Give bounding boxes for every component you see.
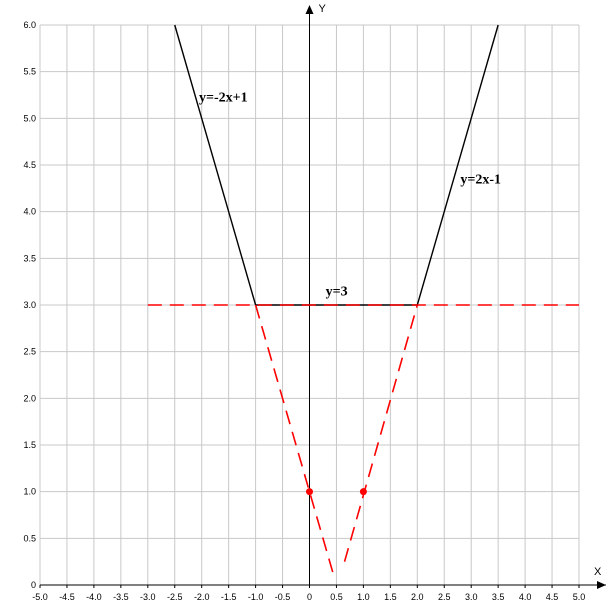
dashed-line: [343, 304, 419, 562]
y-axis-label: Y: [319, 3, 327, 15]
x-tick-label: -1.0: [248, 592, 264, 602]
equation-label: y=3: [326, 285, 348, 300]
y-tick-label: 5.0: [23, 113, 36, 123]
x-axis-arrow: [597, 581, 606, 589]
y-tick-label: 1.0: [23, 487, 36, 497]
x-tick-label: -5.0: [32, 592, 48, 602]
data-point: [359, 488, 367, 496]
x-tick-label: -2.0: [194, 592, 210, 602]
x-tick-label: 4.5: [546, 592, 559, 602]
dashed-line: [254, 304, 335, 576]
axes: [40, 5, 606, 589]
x-tick-label: -3.5: [113, 592, 129, 602]
graph-line: [416, 24, 499, 306]
y-tick-label: 2.0: [23, 393, 36, 403]
x-tick-labels: -5.0 -4.5 -4.0 -3.5 -3.0 -2.5 -2.0 -1.5 -1.0 -0.5…: [32, 585, 585, 602]
x-axis-label: X: [594, 566, 602, 578]
x-tick-label: 2.0: [411, 592, 424, 602]
x-tick-label: 4.0: [519, 592, 532, 602]
x-tick-label: -4.0: [86, 592, 102, 602]
x-tick-label: -3.0: [140, 592, 156, 602]
y-tick-label: 4.0: [23, 207, 36, 217]
y-tick-label: 2.5: [23, 347, 36, 357]
graph-line: [174, 24, 257, 306]
y-tick-label: 3.5: [23, 253, 36, 263]
y-tick-label: 0.5: [23, 533, 36, 543]
y-tick-label: 0: [31, 580, 36, 590]
x-tick-label: 5.0: [573, 592, 586, 602]
x-tick-label: 0.5: [330, 592, 343, 602]
equation-label: y=-2x+1: [199, 91, 248, 106]
x-tick-label: -2.5: [167, 592, 183, 602]
y-axis-arrow: [305, 5, 314, 14]
x-tick-label: 2.5: [438, 592, 451, 602]
data-point: [306, 488, 313, 496]
y-tick-label: 4.5: [23, 160, 36, 170]
annotations: y=-2x+1 y=2x-1 y=3: [199, 91, 501, 300]
series-lines: [147, 24, 579, 576]
x-tick-label: 1.5: [384, 592, 397, 602]
y-tick-labels: 0 0.5 1.0 1.5 2.0 2.5 3.0 3.5 4.0 4.5 5.0 5.5 6.0: [23, 20, 36, 590]
x-tick-label: 3.5: [492, 592, 505, 602]
y-tick-label: 1.5: [23, 440, 36, 450]
x-tick-label: 0: [307, 592, 312, 602]
y-tick-label: 5.5: [23, 67, 36, 77]
data-points: [306, 488, 367, 496]
x-tick-label: 1.0: [357, 592, 370, 602]
x-tick-label: 3.0: [465, 592, 478, 602]
y-tick-label: 6.0: [23, 20, 36, 30]
x-tick-label: -4.5: [59, 592, 75, 602]
equation-label: y=2x-1: [460, 173, 501, 188]
x-tick-label: -1.5: [221, 592, 237, 602]
x-tick-label: -0.5: [275, 592, 291, 602]
y-tick-label: 3.0: [23, 300, 36, 310]
